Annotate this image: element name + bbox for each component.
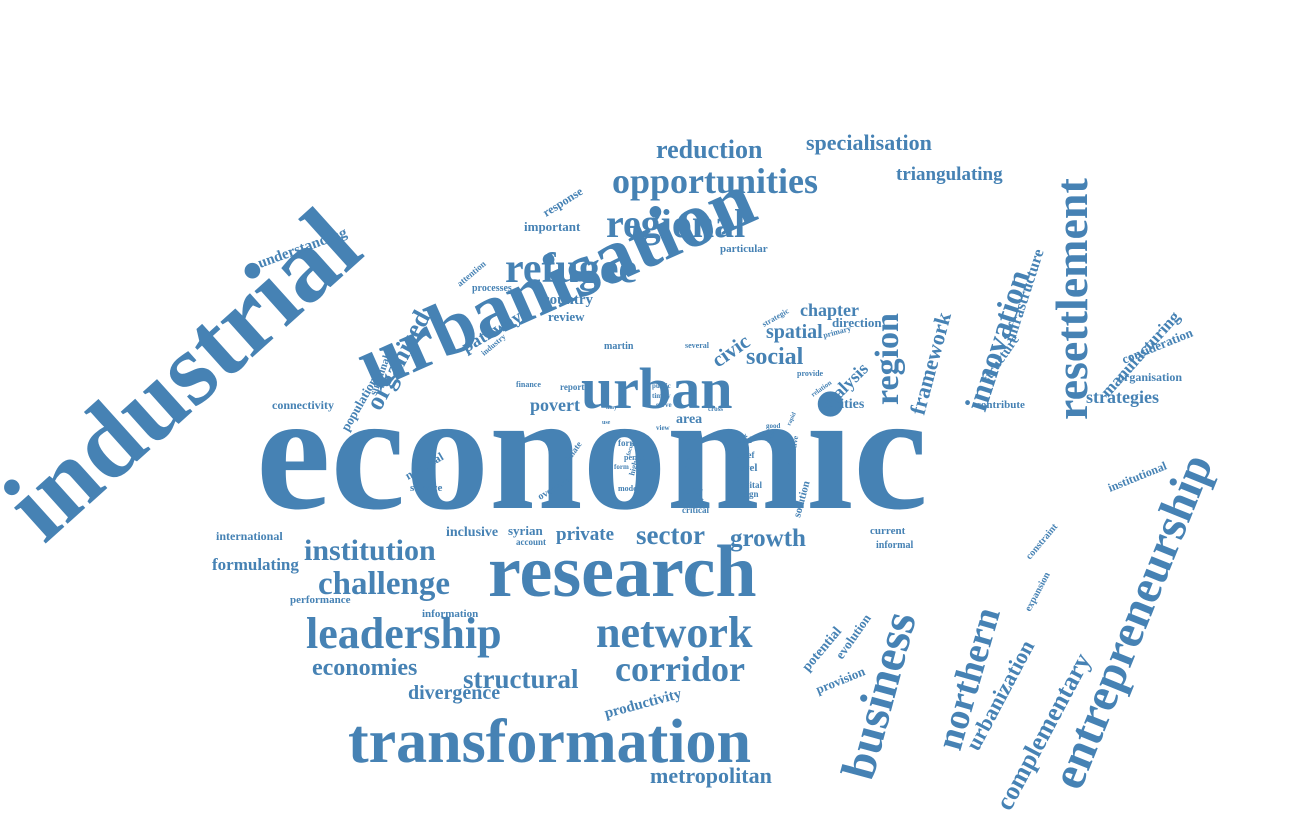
word-entrepreneurship: entrepreneurship [1041,447,1223,797]
word-acc: acc [680,429,697,443]
word-divergence: divergence [408,682,500,704]
word-connectivity: connectivity [272,398,334,412]
word-information: information [422,608,478,620]
word-cities: cities [834,397,865,412]
word-response: response [540,184,586,220]
word-strategies: strategies [1086,387,1159,407]
word-sector: sector [636,520,705,550]
word-refugee: refugee [505,246,637,292]
word-local: local [734,435,752,445]
word-timely: timely [652,392,671,400]
word-good: good [766,422,781,430]
word-use: use [602,420,611,426]
word-opportunities: opportunities [612,161,818,201]
word-economic: economic [256,359,928,545]
word-important: important [524,219,581,234]
word-more: more [766,430,777,445]
word-structural: structural [463,664,579,694]
word-economies: economies [312,655,417,681]
word-inclusive: inclusive [446,525,498,540]
word-may: may [606,405,617,411]
word-growth: growth [730,525,806,552]
word-direction: direction [832,315,882,330]
word-period: period [624,453,647,462]
word-country: country [543,292,593,308]
word-private: private [556,524,614,545]
word-report: report [560,382,584,392]
word-design: design [734,489,759,499]
word-formal: formal [618,438,644,448]
word-challenge: challenge [318,566,450,602]
word-several: several [685,341,710,350]
word-particular: particular [720,243,768,255]
word-reduction: reduction [656,135,763,164]
word-martin: martin [604,341,634,352]
word-constraint: constraint [1024,521,1061,562]
word-contribute: contribute [976,399,1025,411]
word-leadership: leadership [306,609,502,658]
word-rapid: rapid [786,411,798,427]
word-provide: provide [797,369,824,378]
word-serve: serve [656,401,672,409]
word-syrian: syrian [508,523,543,538]
word-focus: focus [626,441,635,456]
word-urban: urban [581,356,733,421]
word-povert: povert [530,395,580,415]
word-international: international [216,529,283,543]
word-finance: finance [516,380,541,389]
word-institution: institution [304,534,436,567]
word-chapter: chapter [800,300,859,320]
word-corridor: corridor [615,649,745,689]
word-regional: regional [606,201,745,246]
word-resettlement: resettlement [1046,178,1097,420]
word-brief: brief [736,450,755,460]
word-expansion: expansion [1023,570,1053,613]
word-formulating: formulating [212,555,299,574]
word-form: form [614,463,629,471]
word-primary: primary [822,324,852,340]
word-cross: cross [708,405,723,413]
word-specialisation: specialisation [806,130,932,155]
word-critical: critical [682,505,709,515]
word-account: account [516,537,546,547]
word-recent: recent [680,496,704,506]
word-review: review [548,309,585,324]
word-metropolitan: metropolitan [650,763,772,788]
word-model: model [618,484,640,493]
word-area: area [676,412,702,427]
word-public: public [652,382,671,390]
word-service: service [410,482,442,494]
word-level: level [736,462,757,474]
word-network: network [596,608,753,657]
word-policy: policy [680,486,704,496]
word-triangulating: triangulating [896,164,1003,185]
word-organisation: organisation [1118,370,1182,384]
word-informal: informal [876,540,913,551]
word-region: region [869,313,906,405]
word-view: view [656,424,671,432]
word-research: research [488,531,757,613]
word-processes: processes [472,283,512,294]
word-spatial: spatial [766,321,823,343]
word-transformation: transformation [348,708,751,776]
word-capital: capital [736,480,762,490]
word-current: current [870,525,906,537]
word-performance: performance [290,594,351,606]
word-social: social [746,344,804,370]
